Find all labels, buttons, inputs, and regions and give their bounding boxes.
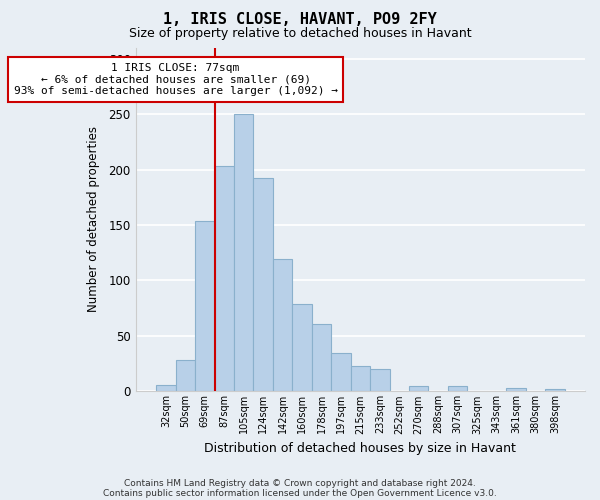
Y-axis label: Number of detached properties: Number of detached properties bbox=[87, 126, 100, 312]
Bar bbox=[253, 178, 273, 392]
Text: 1 IRIS CLOSE: 77sqm
← 6% of detached houses are smaller (69)
93% of semi-detache: 1 IRIS CLOSE: 77sqm ← 6% of detached hou… bbox=[14, 63, 338, 96]
Bar bbox=[312, 324, 331, 392]
Text: Contains HM Land Registry data © Crown copyright and database right 2024.: Contains HM Land Registry data © Crown c… bbox=[124, 478, 476, 488]
Bar bbox=[176, 360, 195, 392]
Bar bbox=[545, 389, 565, 392]
Bar bbox=[370, 369, 389, 392]
Text: Contains public sector information licensed under the Open Government Licence v3: Contains public sector information licen… bbox=[103, 488, 497, 498]
Bar bbox=[350, 366, 370, 392]
Bar bbox=[409, 386, 428, 392]
Bar bbox=[273, 260, 292, 392]
Text: Size of property relative to detached houses in Havant: Size of property relative to detached ho… bbox=[128, 28, 472, 40]
Bar bbox=[331, 352, 350, 392]
Bar bbox=[156, 384, 176, 392]
Bar bbox=[195, 220, 215, 392]
Text: 1, IRIS CLOSE, HAVANT, PO9 2FY: 1, IRIS CLOSE, HAVANT, PO9 2FY bbox=[163, 12, 437, 28]
Bar bbox=[215, 166, 234, 392]
X-axis label: Distribution of detached houses by size in Havant: Distribution of detached houses by size … bbox=[205, 442, 517, 455]
Bar bbox=[506, 388, 526, 392]
Bar bbox=[292, 304, 312, 392]
Bar bbox=[234, 114, 253, 392]
Bar bbox=[448, 386, 467, 392]
